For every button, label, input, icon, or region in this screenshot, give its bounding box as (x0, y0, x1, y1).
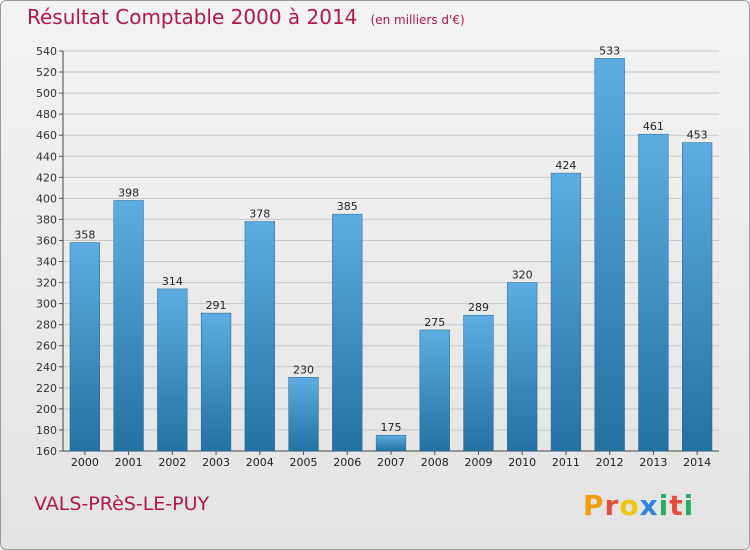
y-tick-label: 420 (36, 171, 57, 184)
bar-2009 (463, 314, 494, 452)
chart-subtitle: (en milliers d'€) (370, 13, 465, 27)
x-tick-label-2003: 2003 (202, 456, 230, 469)
y-tick-label: 300 (36, 298, 57, 311)
bar-2001 (113, 200, 144, 452)
place-name: VALS-PRèS-LE-PUY (34, 493, 210, 515)
y-tick-label: 400 (36, 192, 57, 205)
logo-letter: o (619, 489, 640, 522)
data-label-2000: 358 (74, 229, 95, 242)
data-label-2013: 461 (643, 120, 664, 133)
bar-2008 (419, 329, 450, 452)
bar-2002 (157, 288, 188, 452)
data-label-2004: 378 (249, 208, 270, 221)
y-tick-label: 280 (36, 319, 57, 332)
y-tick-label: 440 (36, 150, 57, 163)
axes: 160 180 200 220 240 260 280 300 320 340 360 380 400 4… (36, 45, 719, 469)
bar-2010 (507, 282, 538, 452)
bar-2004 (244, 221, 275, 452)
data-label-2006: 385 (337, 200, 358, 213)
y-tick-label: 480 (36, 108, 57, 121)
y-tick-label: 200 (36, 403, 57, 416)
x-tick-label-2012: 2012 (596, 456, 624, 469)
data-label-2010: 320 (512, 269, 533, 282)
y-tick-label: 260 (36, 340, 57, 353)
data-label-2012: 533 (599, 44, 620, 57)
bar-2013 (638, 133, 669, 452)
logo-letter: i (658, 489, 670, 522)
y-tick-label: 160 (36, 445, 57, 458)
y-tick-label: 360 (36, 234, 57, 247)
y-tick-label: 540 (36, 45, 57, 58)
logo-letter: t (669, 489, 684, 522)
bar-2012 (594, 58, 625, 452)
x-tick-label-2009: 2009 (464, 456, 492, 469)
x-tick-label-2004: 2004 (246, 456, 274, 469)
logo-letter: x (639, 489, 659, 522)
x-tick-label-2002: 2002 (158, 456, 186, 469)
logo-letter: r (604, 489, 620, 522)
bar-2007 (375, 434, 407, 452)
x-tick-label-2013: 2013 (639, 456, 667, 469)
proxiti-logo: Proxiti (583, 489, 694, 522)
logo-letter: P (583, 489, 605, 522)
bar-2014 (682, 142, 713, 452)
x-tick-label-2011: 2011 (552, 456, 580, 469)
logo-letter: i (683, 489, 695, 522)
y-tick-label: 320 (36, 277, 57, 290)
data-label-2003: 291 (206, 299, 227, 312)
y-tick-label: 380 (36, 213, 57, 226)
data-label-2007: 175 (381, 421, 402, 434)
bar-2005 (288, 377, 319, 452)
x-tick-label-2005: 2005 (290, 456, 318, 469)
x-tick-label-2000: 2000 (71, 456, 99, 469)
data-label-2011: 424 (555, 159, 576, 172)
bar-2011 (550, 172, 582, 452)
x-tick-label-2001: 2001 (115, 456, 143, 469)
x-tick-label-2008: 2008 (421, 456, 449, 469)
data-label-2014: 453 (687, 129, 708, 142)
data-label-2008: 275 (424, 316, 445, 329)
x-tick-label-2007: 2007 (377, 456, 405, 469)
bar-2000 (69, 242, 100, 452)
y-tick-label: 220 (36, 382, 57, 395)
x-tick-label-2010: 2010 (508, 456, 536, 469)
data-labels: 358 398 314 291 378 230 385 175 275 289 320 424 533 4… (74, 44, 707, 434)
bars (69, 58, 713, 452)
y-tick-label: 500 (36, 87, 57, 100)
y-tick-label: 460 (36, 129, 57, 142)
data-label-2002: 314 (162, 275, 183, 288)
x-tick-label-2006: 2006 (333, 456, 361, 469)
y-tick-label: 240 (36, 361, 57, 374)
data-label-2009: 289 (468, 301, 489, 314)
y-tick-label: 340 (36, 256, 57, 269)
data-label-2001: 398 (118, 186, 139, 199)
chart-title-block: Résultat Comptable 2000 à 2014 (en milli… (27, 5, 465, 29)
y-tick-label: 180 (36, 424, 57, 437)
bar-2003 (200, 312, 232, 452)
bar-2006 (332, 213, 363, 452)
chart-title: Résultat Comptable 2000 à 2014 (27, 5, 358, 29)
x-tick-label-2014: 2014 (683, 456, 711, 469)
y-tick-label: 520 (36, 66, 57, 79)
data-label-2005: 230 (293, 363, 314, 376)
